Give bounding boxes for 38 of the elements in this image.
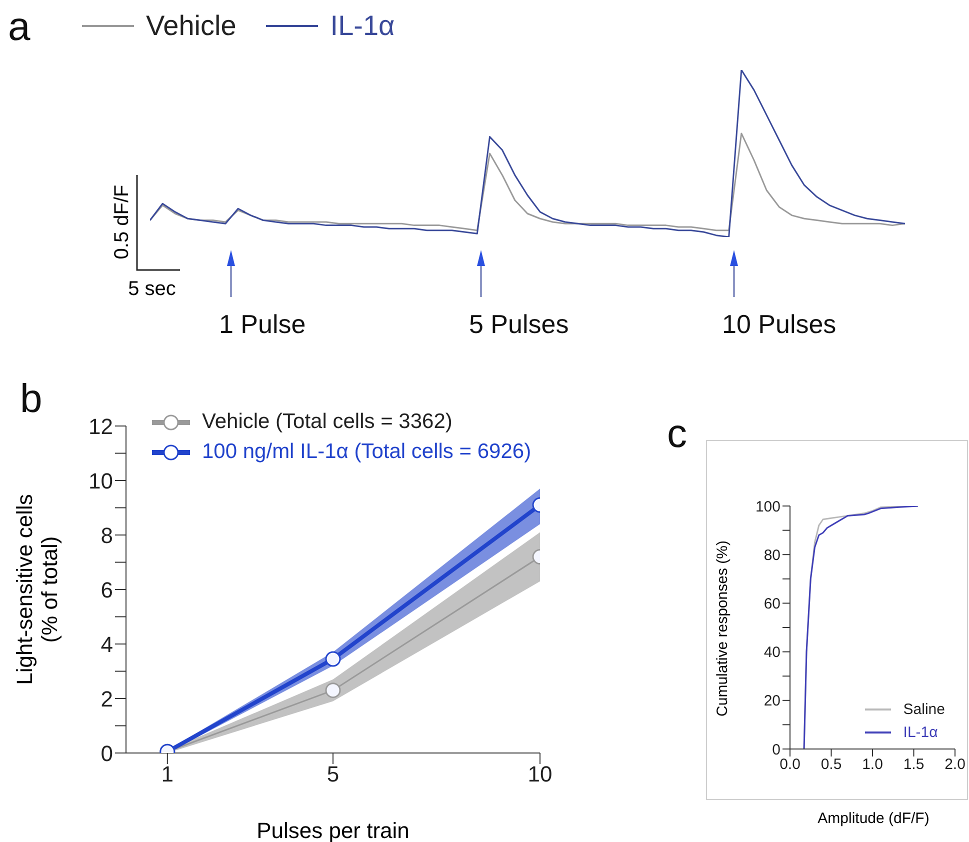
x-tick-label: 1 xyxy=(161,762,174,787)
y-tick-label: 10 xyxy=(88,468,113,494)
legend-label: 100 ng/ml IL-1α (Total cells = 6926) xyxy=(202,440,532,464)
x-axis-title: Amplitude (dF/F) xyxy=(818,810,930,827)
y-tick-label: 80 xyxy=(764,546,780,564)
x-tick-label: 5 xyxy=(326,762,340,787)
y-tick-label: 0 xyxy=(772,741,780,758)
y-tick-label: 4 xyxy=(100,632,113,657)
text: 1 Pulse xyxy=(219,309,306,339)
y-tick-label: 2 xyxy=(100,686,113,712)
legend-label: Vehicle xyxy=(146,10,236,42)
x-tick-label: 1.0 xyxy=(862,756,883,774)
x-tick-label: 0.5 xyxy=(820,756,842,774)
legend-label: Vehicle (Total cells = 3362) xyxy=(202,410,452,434)
y-tick-label: 40 xyxy=(764,644,780,662)
y-tick-label: 60 xyxy=(764,596,780,613)
text: 5 sec xyxy=(128,278,176,300)
y-tick-label: 0 xyxy=(100,740,113,766)
y-tick-label: 12 xyxy=(88,414,113,439)
x-tick-label: 1.5 xyxy=(903,756,924,774)
x-tick-label: 2.0 xyxy=(944,756,966,774)
legend-label: IL-1α xyxy=(330,10,395,42)
y-axis-title: Cumulative responses (%) xyxy=(714,540,731,716)
chart-title: c xyxy=(667,412,687,456)
x-tick-label: 10 xyxy=(528,762,552,787)
chart-title: b xyxy=(20,377,42,421)
y-tick-label: 20 xyxy=(764,692,780,710)
x-tick-label: 0.0 xyxy=(780,756,800,774)
y-tick-label: 100 xyxy=(755,498,780,516)
legend-label: Saline xyxy=(903,701,945,718)
text: 10 Pulses xyxy=(722,309,836,339)
y-tick-label: 6 xyxy=(100,577,113,602)
chart-title: a xyxy=(8,5,31,49)
y-axis-title: Light-sensitive cells (% of total) xyxy=(12,494,62,685)
text: 5 Pulses xyxy=(469,309,569,339)
text: 0.5 dF/F xyxy=(111,184,133,260)
legend-label: IL-1α xyxy=(903,724,938,741)
y-tick-label: 8 xyxy=(100,522,113,548)
